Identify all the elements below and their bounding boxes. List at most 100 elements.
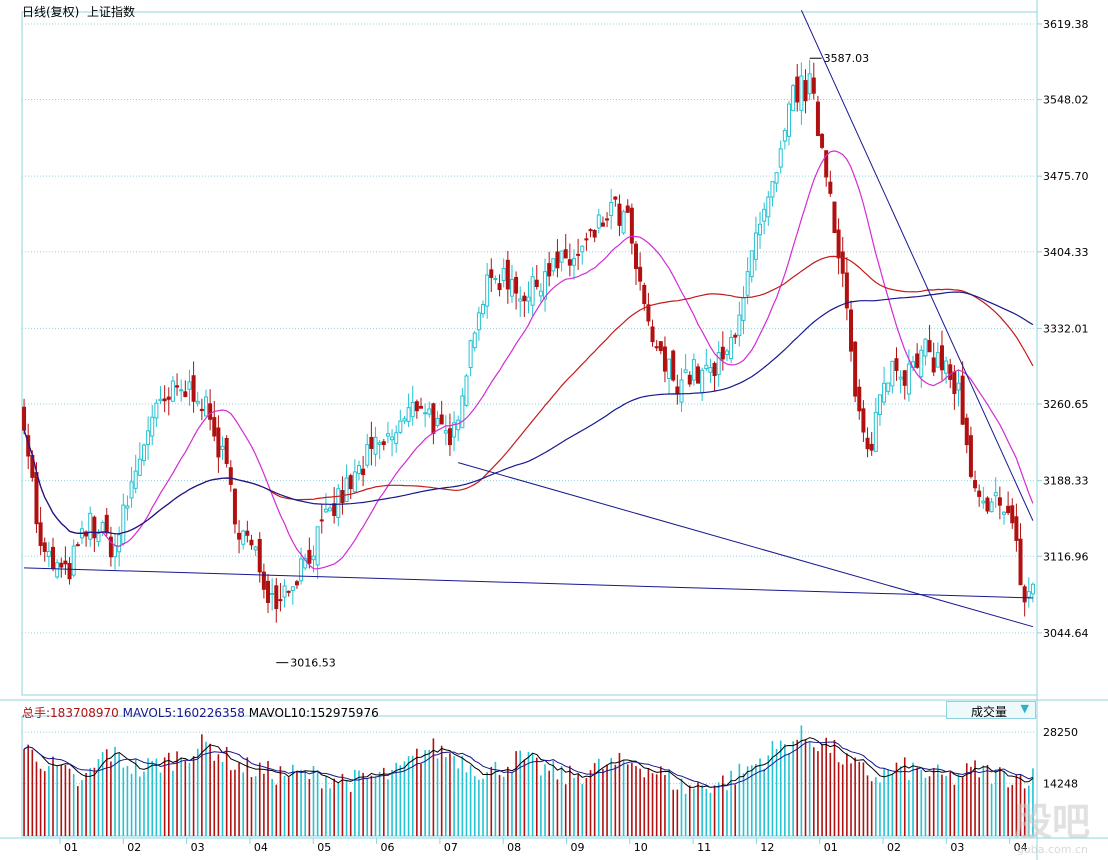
candle-body xyxy=(336,488,341,518)
indicator-select[interactable]: 成交量 ▼ xyxy=(946,701,1036,719)
candle-body xyxy=(195,400,200,404)
candle-body xyxy=(261,571,266,590)
candle-body xyxy=(679,379,684,403)
total-volume-value: 183708970 xyxy=(50,706,119,720)
candle-body xyxy=(770,181,775,198)
candle-body xyxy=(228,467,233,485)
candle-body xyxy=(762,208,767,222)
candle-body xyxy=(935,352,940,368)
mavol10-line xyxy=(23,741,1034,788)
candle-body xyxy=(154,402,159,419)
chevron-down-icon[interactable]: ▼ xyxy=(1020,702,1029,715)
candle-body xyxy=(1010,505,1015,524)
candle-body xyxy=(274,585,279,610)
y-tick-label: 3475.70 xyxy=(1043,170,1089,183)
candle-body xyxy=(915,353,920,368)
candle-body xyxy=(948,364,953,380)
candle-body xyxy=(1001,511,1006,515)
y-tick-label: 3116.96 xyxy=(1043,550,1089,563)
candle-body xyxy=(989,501,994,513)
mavol5-label: MAVOL5: xyxy=(122,706,177,720)
candle-body xyxy=(782,129,787,142)
candle-body xyxy=(646,304,651,322)
candle-body xyxy=(882,382,887,403)
candle-body xyxy=(981,500,986,504)
candle-body xyxy=(791,85,796,112)
candle-body xyxy=(113,545,118,558)
candle-body xyxy=(464,375,469,406)
candle-body xyxy=(100,522,105,534)
candle-body xyxy=(836,229,841,259)
index-name: 上证指数 xyxy=(87,5,136,19)
candle-body xyxy=(361,468,366,476)
candle-body xyxy=(547,263,552,277)
candle-body xyxy=(266,580,271,603)
candle-body xyxy=(476,312,481,331)
candle-body xyxy=(1030,583,1035,595)
candle-body xyxy=(468,340,473,368)
candle-body xyxy=(629,207,634,244)
mavol10-value: 152975976 xyxy=(310,706,379,720)
candle-body xyxy=(683,369,688,373)
y-tick-label: 3260.65 xyxy=(1043,398,1089,411)
candle-body xyxy=(939,345,944,371)
x-tick-label: 06 xyxy=(381,841,395,854)
candle-body xyxy=(381,441,386,446)
candle-body xyxy=(745,271,750,296)
candle-body xyxy=(431,403,436,434)
candle-body xyxy=(931,357,936,373)
candle-body xyxy=(733,334,738,338)
candle-body xyxy=(435,417,440,427)
candle-body xyxy=(1006,505,1011,514)
candle-body xyxy=(443,430,448,434)
candle-body xyxy=(352,471,357,493)
candle-body xyxy=(898,376,903,380)
mavol5-line xyxy=(23,737,1034,788)
candle-body xyxy=(141,444,146,462)
mavol10-label: MAVOL10: xyxy=(248,706,310,720)
candle-body xyxy=(815,101,820,137)
candle-body xyxy=(402,418,407,422)
candle-body xyxy=(634,243,639,270)
x-tick-label: 04 xyxy=(254,841,268,854)
candle-body xyxy=(125,505,130,509)
candle-body xyxy=(596,214,601,229)
candle-body xyxy=(493,278,498,281)
candle-body xyxy=(716,352,721,376)
volume-tick-label: 28250 xyxy=(1043,726,1078,739)
candle-body xyxy=(22,406,27,431)
x-tick-label: 01 xyxy=(824,841,838,854)
candle-body xyxy=(166,396,171,400)
candle-body xyxy=(460,395,465,429)
candle-body xyxy=(753,232,758,260)
candle-body xyxy=(766,196,771,218)
candle-body xyxy=(390,436,395,441)
candle-body xyxy=(472,332,477,349)
candle-body xyxy=(108,536,113,558)
candle-body xyxy=(133,470,138,489)
candle-body xyxy=(179,389,184,392)
period-label[interactable]: 日线(复权) xyxy=(22,5,80,19)
x-tick-label: 09 xyxy=(570,841,584,854)
candle-body xyxy=(328,507,333,512)
candle-body xyxy=(960,375,965,425)
candle-body xyxy=(270,592,275,595)
candle-body xyxy=(712,362,717,377)
descending-trendline xyxy=(458,462,1034,628)
indicator-select-label: 成交量 xyxy=(971,705,1008,719)
candle-body xyxy=(621,211,626,234)
watermark-url: guba.com.cn xyxy=(1016,843,1088,856)
candle-body xyxy=(625,205,630,213)
candle-body xyxy=(534,279,539,287)
candle-body xyxy=(34,472,39,525)
y-tick-label: 3548.02 xyxy=(1043,94,1089,107)
candle-body xyxy=(824,150,829,178)
candle-body xyxy=(857,386,862,412)
candle-body xyxy=(758,223,763,236)
candle-body xyxy=(997,497,1002,506)
x-tick-label: 04 xyxy=(1014,841,1028,854)
candle-body xyxy=(220,445,225,450)
candle-body xyxy=(543,271,548,300)
candle-body xyxy=(385,433,390,437)
